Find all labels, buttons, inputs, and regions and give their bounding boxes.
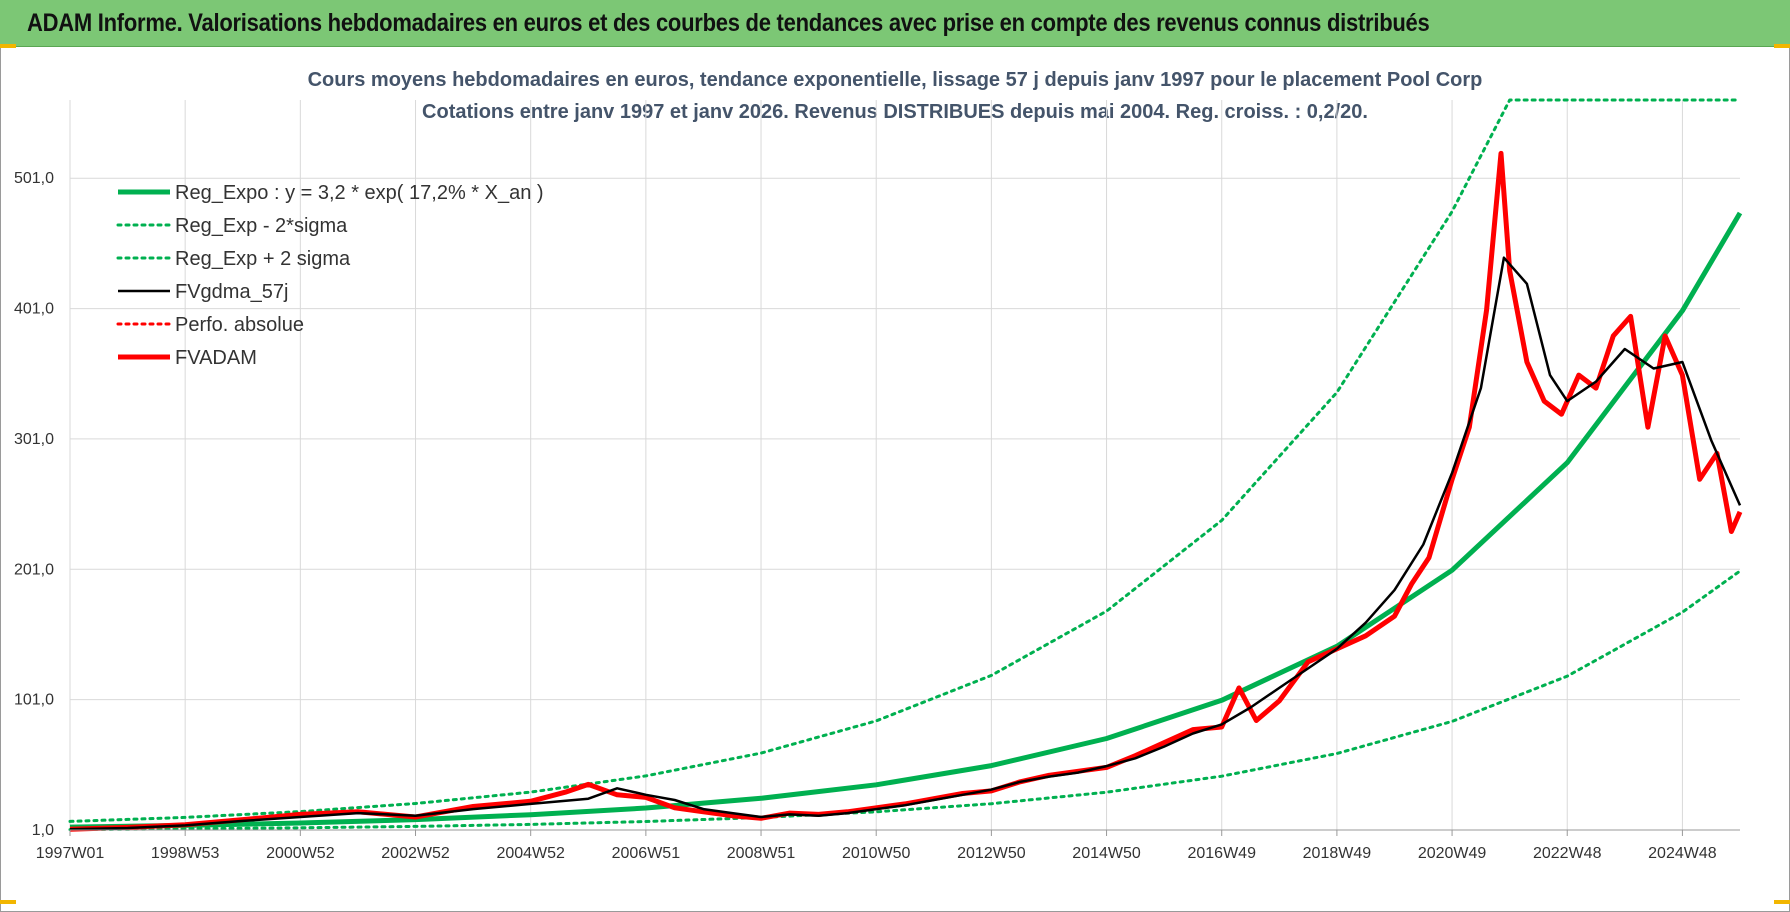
y-tick-label: 301,0: [14, 431, 54, 448]
x-tick-label: 1997W01: [36, 845, 105, 862]
x-tick-label: 2016W49: [1187, 845, 1256, 862]
legend-label: Reg_Exp + 2 sigma: [175, 248, 351, 270]
x-tick-label: 2012W50: [957, 845, 1026, 862]
legend-label: Reg_Expo : y = 3,2 * exp( 17,2% * X_an ): [175, 182, 544, 204]
series-line-reg-exp-2-sigma: [68, 569, 1742, 832]
y-tick-label: 501,0: [14, 170, 54, 187]
y-tick-label: 101,0: [14, 692, 54, 709]
x-tick-label: 1998W53: [151, 845, 220, 862]
x-tick-label: 2022W48: [1533, 845, 1602, 862]
chart-area: Cours moyens hebdomadaires en euros, ten…: [14, 69, 1743, 862]
corner-accent: [0, 44, 16, 48]
corner-accent: [1774, 900, 1790, 904]
axes: 1,0 101,0 201,0 301,0 401,0 501,0 1997W01 1998W…: [14, 170, 1740, 862]
x-tick-label: 2006W51: [612, 845, 681, 862]
report-banner: ADAM Informe. Valorisations hebdomadaire…: [0, 0, 1790, 47]
legend-label: Perfo. absolue: [175, 314, 304, 336]
corner-accent: [0, 900, 16, 904]
series-line-reg-expo-y-3-2-exp-17-2-x-an: [69, 211, 1743, 830]
x-tick-label: 2014W50: [1072, 845, 1141, 862]
x-tick-label: 2024W48: [1648, 845, 1717, 862]
y-tick-label: 1,0: [32, 822, 54, 839]
x-tick-label: 2018W49: [1303, 845, 1372, 862]
legend-label: FVgdma_57j: [175, 281, 288, 303]
plot-series: [68, 98, 1743, 832]
report-title: ADAM Informe. Valorisations hebdomadaire…: [27, 9, 1430, 37]
y-tick-label: 201,0: [14, 561, 54, 578]
series-line-reg-exp-2-sigma: [68, 98, 1742, 823]
x-tick-label: 2020W49: [1418, 845, 1487, 862]
series-line-fvadam: [69, 150, 1743, 832]
chart-title-line1: Cours moyens hebdomadaires en euros, ten…: [308, 69, 1483, 91]
x-tick-label: 2008W51: [727, 845, 796, 862]
series-line-fvgdma-57j: [69, 256, 1742, 831]
x-tick-label: 2010W50: [842, 845, 911, 862]
x-tick-label: 2002W52: [381, 845, 450, 862]
x-tick-label: 2000W52: [266, 845, 335, 862]
x-tick-label: 2004W52: [496, 845, 565, 862]
y-tick-label: 401,0: [14, 301, 54, 318]
chart-title-line2: Cotations entre janv 1997 et janv 2026. …: [422, 101, 1368, 123]
legend-label: FVADAM: [175, 347, 257, 369]
grid: [69, 100, 1740, 831]
corner-accent: [1774, 44, 1790, 48]
legend-label: Reg_Exp - 2*sigma: [175, 215, 348, 237]
legend: Reg_Expo : y = 3,2 * exp( 17,2% * X_an )…: [116, 182, 544, 369]
